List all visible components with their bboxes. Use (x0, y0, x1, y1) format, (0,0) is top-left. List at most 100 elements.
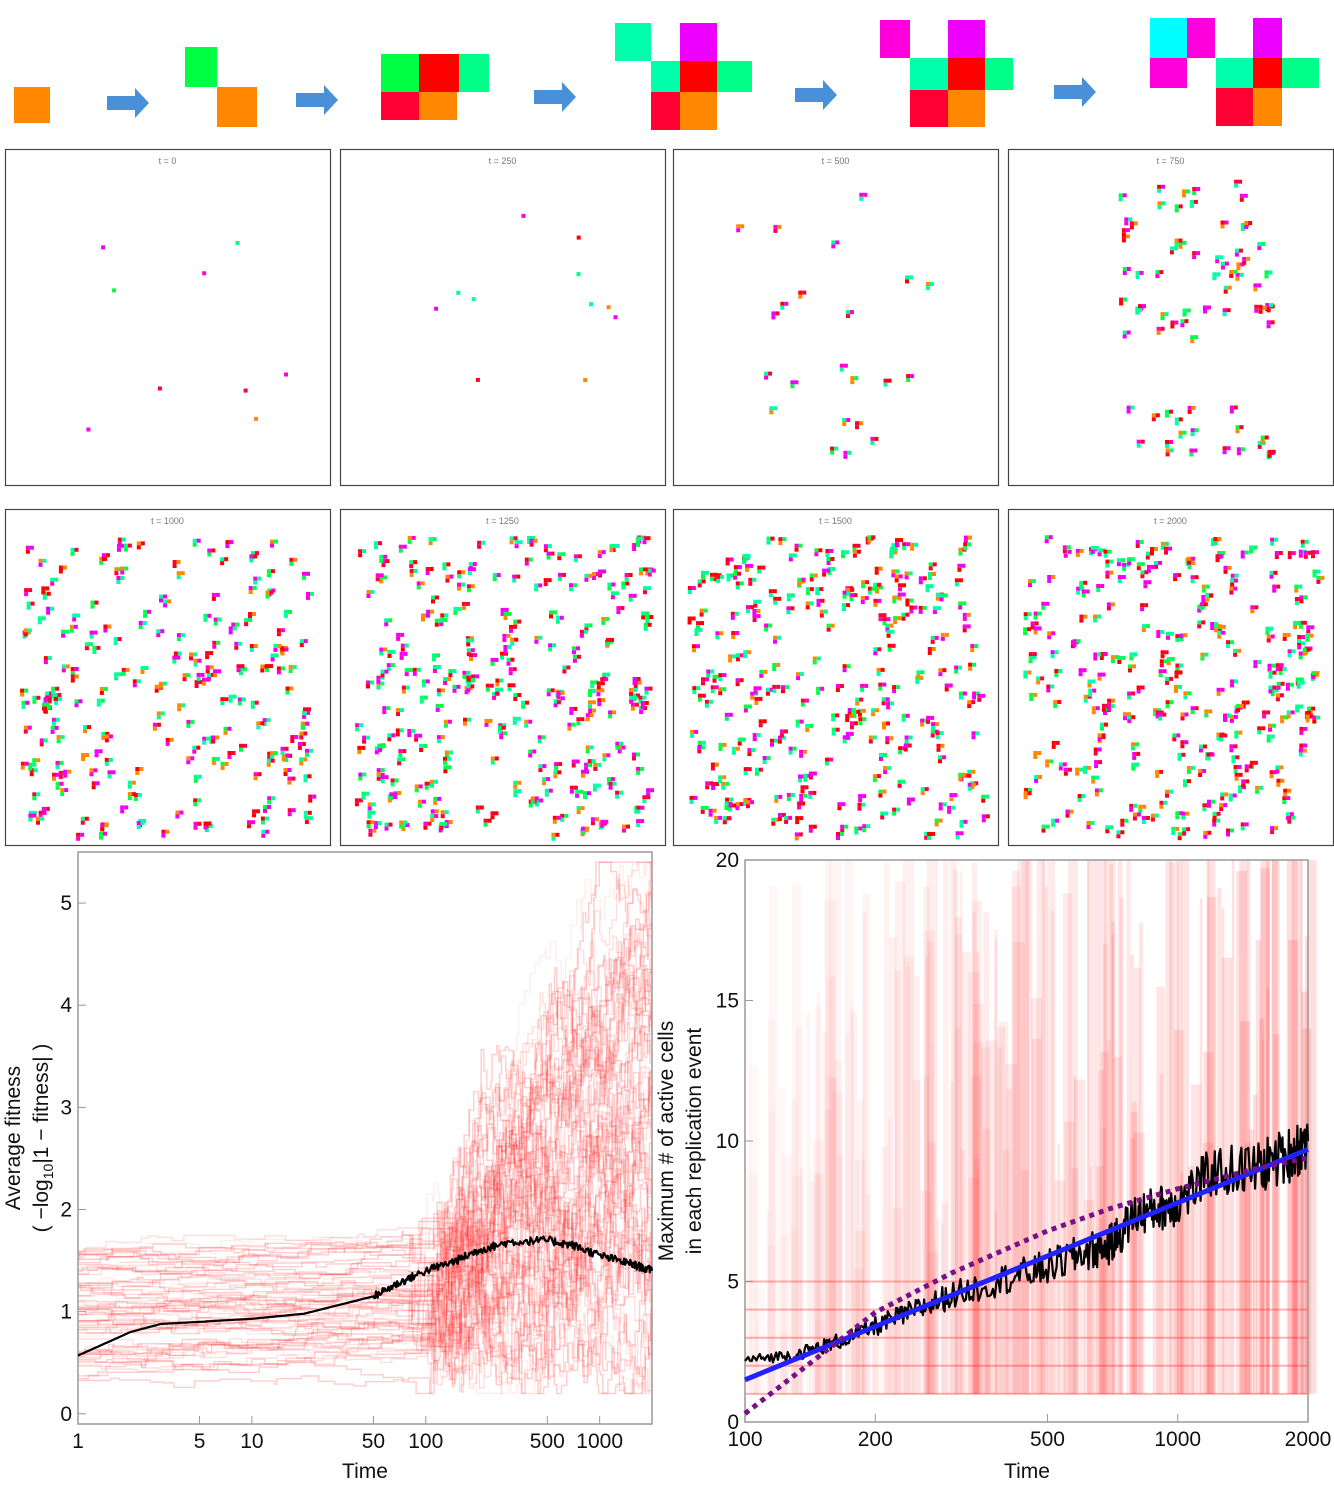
cell-dot (861, 708, 866, 713)
cell-dot (407, 729, 412, 733)
cell-dot (596, 685, 601, 690)
cell-dot (938, 818, 943, 823)
cell-dot (886, 701, 891, 706)
trace-line (78, 956, 652, 1254)
cell-dot (69, 624, 74, 629)
cell-dot (303, 731, 308, 736)
trace-line (78, 891, 652, 1373)
trace-line (78, 987, 652, 1355)
cell-dot (409, 564, 414, 569)
cell-dot (443, 719, 448, 724)
cell-dot (1155, 270, 1160, 275)
cell-dot (903, 747, 908, 752)
cell-dot (1040, 676, 1045, 681)
cell-dot (1169, 409, 1173, 414)
trace-bar (927, 941, 934, 1394)
trace-line (78, 1220, 652, 1375)
cell-dot (248, 616, 252, 620)
cell-dot (640, 705, 645, 709)
series-log-fit (743, 1155, 1309, 1416)
cell-dot (1212, 815, 1217, 820)
x-tick-label: 50 (362, 1430, 385, 1453)
cell-dot (609, 548, 614, 553)
trace-line (78, 1003, 652, 1364)
cell-dot (615, 790, 620, 795)
trace-bar (940, 1223, 944, 1394)
trace-line (78, 1002, 652, 1282)
cell-dot (1298, 549, 1303, 554)
cell-dot (800, 672, 804, 677)
cell-dot (918, 580, 923, 585)
cell-dot (69, 628, 74, 633)
cell-dot (96, 702, 101, 707)
cell-dot (697, 740, 702, 745)
cell-dot (186, 756, 191, 761)
cell-dot (647, 572, 652, 577)
cell-dot (380, 775, 385, 780)
cell-dot (692, 644, 696, 649)
cell-dot (387, 798, 392, 803)
cell-dot (746, 609, 750, 614)
cell-dot (845, 735, 850, 740)
cell-dot (534, 639, 539, 644)
cell-dot (448, 669, 453, 674)
cell-dot (1099, 652, 1104, 656)
cell-dot (531, 536, 536, 540)
cell-dot (1176, 733, 1181, 738)
cell-dot (901, 616, 906, 621)
cell-dot (432, 653, 436, 658)
cell-dot (1217, 537, 1222, 541)
cell-dot (743, 771, 748, 776)
cell-dot (465, 675, 470, 680)
cell-dot (592, 787, 597, 792)
cell-dot (1201, 594, 1206, 599)
cell-dot (770, 742, 774, 747)
cell-dot (1175, 638, 1180, 643)
cell-dot (630, 706, 635, 711)
cell-dot (1105, 825, 1110, 830)
cell-dot (588, 573, 593, 578)
trace-line (78, 1079, 652, 1358)
cell-dot (1223, 285, 1228, 290)
cell-dot (1271, 663, 1276, 668)
cell-dot (1131, 766, 1136, 771)
trace-bar (884, 862, 890, 1394)
cell-dot (445, 578, 450, 583)
cell-dot (1230, 578, 1235, 583)
cell-dot (718, 779, 723, 784)
cell-dot (1204, 713, 1209, 718)
cell-dot (1162, 669, 1167, 674)
cell-dot (1229, 409, 1234, 414)
cell-dot (858, 826, 863, 831)
cell-dot (84, 816, 89, 821)
cell-dot (117, 537, 122, 542)
cell-dot (861, 802, 866, 807)
cell-dot (829, 757, 833, 762)
cell-dot (1086, 825, 1091, 829)
cell-dot (766, 540, 771, 545)
cell-dot (581, 826, 586, 831)
cell-dot (380, 675, 385, 680)
cell-dot (1230, 573, 1235, 578)
cell-dot (1210, 538, 1215, 542)
trace-line (78, 1016, 652, 1359)
cell-dot (1135, 762, 1140, 767)
cell-dot (958, 776, 963, 781)
cell-dot (120, 576, 125, 580)
cell-dot (396, 636, 401, 641)
cell-dot (1305, 637, 1310, 642)
cell-dot (1028, 583, 1032, 588)
trace-bar (892, 1208, 903, 1394)
cell-dot (649, 615, 654, 619)
cell-dot (572, 654, 577, 659)
cell-dot (260, 721, 265, 726)
cell-dot (1271, 449, 1276, 454)
cell-dot (766, 691, 770, 696)
cell-dot (45, 586, 50, 591)
cell-dot (556, 815, 561, 820)
cell-dot (704, 699, 709, 704)
cell-dot (1135, 742, 1139, 747)
cell-dot (1226, 644, 1230, 649)
cell-dot (1180, 712, 1185, 717)
cell-dot (910, 374, 915, 379)
